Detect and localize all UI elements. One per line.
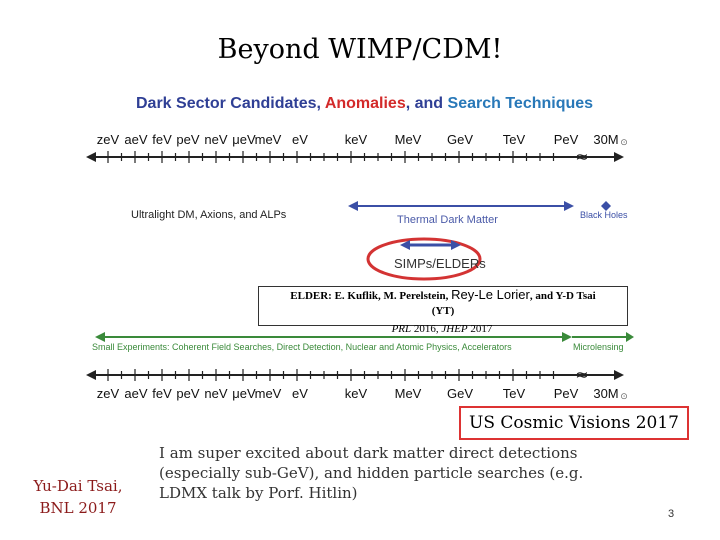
scale-label: μeV xyxy=(232,386,256,401)
dark-sector-heading: Dark Sector Candidates, Anomalies, and S… xyxy=(136,95,593,113)
heading-dark-sector: Dark Sector Candidates xyxy=(136,95,317,112)
scale-label: μeV xyxy=(232,132,256,147)
axis-arrow-left xyxy=(86,152,96,162)
scale-label: zeV xyxy=(97,386,120,401)
scale-label: 30M xyxy=(593,132,618,147)
scale-label: MeV xyxy=(395,132,422,147)
axis-arrow-right xyxy=(614,152,624,162)
page-number: 3 xyxy=(668,508,675,520)
scale-label: peV xyxy=(176,132,199,147)
scale-label: MeV xyxy=(395,386,422,401)
axis-arrow-right xyxy=(614,370,624,380)
thermal-dm-label: Thermal Dark Matter xyxy=(397,214,498,226)
top-axis: ≈ xyxy=(86,147,624,166)
microlensing-arrow xyxy=(626,332,634,342)
axis-break: ≈ xyxy=(575,365,588,384)
elder-reference-box: ELDER: E. Kuflik, M. Perelstein, Rey-Le … xyxy=(258,286,628,326)
simps-label: SIMPs/ELDERs xyxy=(394,256,486,271)
scale-label: peV xyxy=(176,386,199,401)
scale-label: aeV xyxy=(124,132,147,147)
black-hole-marker xyxy=(601,201,611,211)
solar-mass-symbol: ⊙ xyxy=(620,138,628,148)
small-experiments-arrow-right xyxy=(562,332,572,342)
simps-highlight-ellipse xyxy=(366,237,482,281)
journal-prl-year: 2016, xyxy=(411,323,442,335)
heading-anomalies: Anomalies xyxy=(324,95,406,112)
journal-jhep-year: 2017 xyxy=(467,323,493,335)
journal-prl: PRL xyxy=(391,323,412,335)
heading-sep2: , and xyxy=(405,95,448,112)
solar-mass-symbol: ⊙ xyxy=(620,392,628,402)
scale-label: meV xyxy=(255,132,282,147)
ultralight-label: Ultralight DM, Axions, and ALPs xyxy=(131,209,287,221)
scale-label: feV xyxy=(152,386,172,401)
small-experiments-arrow-left xyxy=(95,332,105,342)
scale-label: eV xyxy=(292,386,308,401)
heading-sep1: , xyxy=(316,95,325,112)
journal-jhep: JHEP xyxy=(441,323,468,335)
scale-label: GeV xyxy=(447,132,473,147)
scale-label: meV xyxy=(255,386,282,401)
scale-label: PeV xyxy=(554,386,579,401)
simps-arrow-left xyxy=(400,240,410,250)
scale-label: keV xyxy=(345,132,368,147)
scale-label: keV xyxy=(345,386,368,401)
scale-label: TeV xyxy=(503,132,526,147)
page-title: Beyond WIMP/CDM! xyxy=(217,34,503,65)
cosmic-visions-box: US Cosmic Visions 2017 xyxy=(459,406,689,440)
scale-label: GeV xyxy=(447,386,473,401)
scale-label: aeV xyxy=(124,386,147,401)
heading-search: Search Techniques xyxy=(447,95,594,112)
elder-authors-mid: Rey-Le Lorier xyxy=(451,287,530,302)
journal-references: PRL 2016, JHEP 2017 xyxy=(258,323,626,335)
author-credit: Yu-Dai Tsai, BNL 2017 xyxy=(18,475,138,519)
bottom-axis: ≈ xyxy=(86,365,624,384)
author-affiliation: BNL 2017 xyxy=(39,499,117,517)
thermal-arrow-left xyxy=(348,201,358,211)
black-holes-label: Black Holes xyxy=(580,210,628,220)
scale-label: eV xyxy=(292,132,308,147)
axis-break: ≈ xyxy=(575,147,588,166)
scale-label: TeV xyxy=(503,386,526,401)
elder-authors-end: , and Y-D Tsai xyxy=(529,290,596,302)
scale-label: 30M xyxy=(593,386,618,401)
scale-label: neV xyxy=(204,386,227,401)
microlensing-label: Microlensing xyxy=(573,342,624,352)
scale-label: neV xyxy=(204,132,227,147)
author-name: Yu-Dai Tsai, xyxy=(33,477,123,495)
simps-arrow-right xyxy=(451,240,461,250)
comment-text: I am super excited about dark matter dir… xyxy=(159,444,584,502)
axis-arrow-left xyxy=(86,370,96,380)
scale-label: feV xyxy=(152,132,172,147)
thermal-arrow-right xyxy=(564,201,574,211)
small-experiments-label: Small Experiments: Coherent Field Search… xyxy=(92,342,512,352)
scale-label: PeV xyxy=(554,132,579,147)
elder-yt: (YT) xyxy=(431,305,455,317)
elder-authors-start: ELDER: E. Kuflik, M. Perelstein, xyxy=(290,290,452,302)
scale-label: zeV xyxy=(97,132,120,147)
